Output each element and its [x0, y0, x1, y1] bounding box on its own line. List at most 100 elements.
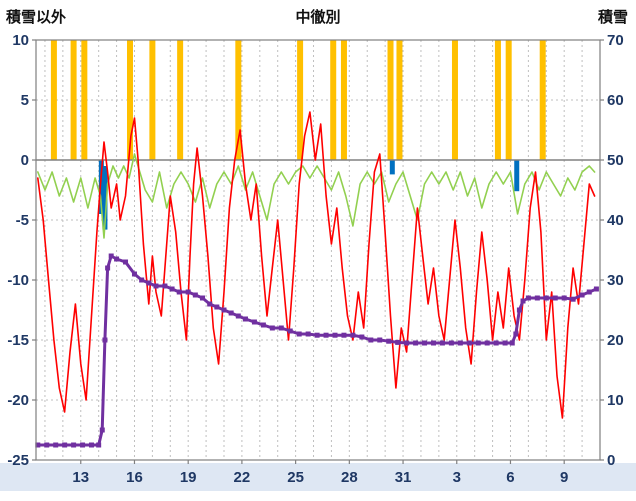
snow-depth-marker: [493, 340, 499, 346]
snow-depth-marker: [368, 337, 374, 343]
left-tick-label: 5: [21, 92, 29, 109]
snow-depth-marker: [192, 292, 198, 298]
precip-bar: [98, 160, 104, 214]
left-tick-label: 10: [12, 32, 29, 49]
snow-depth-marker: [395, 339, 401, 345]
snow-depth-marker: [543, 295, 549, 301]
x-tick-label: 9: [560, 469, 568, 486]
x-tick-label: 16: [126, 469, 143, 486]
snow-depth-marker: [251, 319, 257, 325]
snow-depth-marker: [269, 325, 275, 331]
precip-bar: [389, 160, 395, 175]
snow-depth-marker: [520, 298, 526, 304]
left-tick-label: -5: [16, 212, 29, 229]
snow-depth-marker: [509, 340, 515, 346]
x-tick-label: 6: [506, 469, 514, 486]
snow-depth-marker: [350, 332, 356, 338]
left-tick-label: -25: [7, 452, 29, 469]
snow-depth-marker: [200, 295, 206, 301]
x-tick-label: 13: [72, 469, 89, 486]
right-tick-label: 20: [607, 332, 624, 349]
snow-depth-marker: [475, 340, 481, 346]
right-tick-label: 70: [607, 32, 624, 49]
snow-depth-marker: [305, 331, 311, 337]
sunshine-bar: [330, 40, 337, 160]
snow-depth-marker: [123, 259, 129, 265]
right-tick-label: 40: [607, 212, 624, 229]
x-tick-label: 28: [341, 469, 358, 486]
snow-depth-marker: [439, 340, 445, 346]
snow-depth-marker: [176, 289, 182, 295]
x-tick-label: 22: [234, 469, 251, 486]
snow-depth-marker: [422, 340, 428, 346]
snow-depth-marker: [44, 442, 50, 448]
snow-depth-marker: [162, 283, 168, 289]
snow-depth-marker: [341, 332, 347, 338]
snow-depth-marker: [377, 337, 383, 343]
snow-depth-marker: [146, 280, 152, 286]
snow-depth-marker: [62, 442, 68, 448]
snow-depth-marker: [323, 332, 329, 338]
sunshine-bar: [297, 40, 304, 160]
snow-depth-marker: [102, 337, 108, 343]
plot-border: [35, 39, 601, 461]
precip-bar: [514, 160, 520, 192]
snow-depth-marker: [448, 340, 454, 346]
snow-depth-marker: [579, 292, 585, 298]
sunshine-bar: [494, 40, 501, 160]
x-tick-label: 25: [287, 469, 304, 486]
snow-depth-marker: [561, 295, 567, 301]
snow-depth-marker: [570, 296, 576, 302]
left-tick-label: -10: [7, 272, 29, 289]
snow-depth-marker: [228, 310, 234, 316]
snow-depth-marker: [242, 316, 248, 322]
snow-depth-marker: [484, 340, 490, 346]
snow-depth-marker: [359, 334, 365, 340]
snow-depth-marker: [525, 295, 531, 301]
snow-depth-marker: [386, 338, 392, 344]
snow-depth-marker: [404, 340, 410, 346]
snow-depth-marker: [207, 301, 213, 307]
snow-depth-marker: [105, 265, 111, 271]
sunshine-bar: [149, 40, 156, 160]
snow-depth-marker: [139, 277, 145, 283]
snow-depth-marker: [153, 283, 159, 289]
snow-depth-marker: [314, 332, 320, 338]
sunshine-bar: [81, 40, 88, 160]
snow-depth-line: [36, 254, 598, 447]
right-tick-label: 10: [607, 392, 624, 409]
snow-depth-marker: [332, 332, 338, 338]
right-axis-title: 積雪: [597, 9, 628, 26]
sunshine-bar: [505, 40, 512, 160]
snow-depth-marker: [214, 304, 220, 310]
snow-depth-marker: [430, 340, 436, 346]
snow-depth-marker: [169, 286, 175, 292]
precip-bar: [102, 166, 108, 230]
sunshine-bar: [235, 40, 242, 160]
snow-depth-marker: [593, 286, 599, 292]
right-tick-label: 0: [607, 452, 615, 469]
snow-depth-marker: [96, 442, 102, 448]
snow-depth-marker: [278, 325, 284, 331]
sunshine-bar: [451, 40, 458, 160]
snow-depth-marker: [287, 328, 293, 334]
sunshine-bar: [387, 40, 394, 160]
sunshine-bar: [127, 40, 133, 160]
right-tick-label: 50: [607, 152, 624, 169]
x-label-band: [0, 463, 636, 491]
x-tick-label: 31: [395, 469, 412, 486]
left-tick-label: -15: [7, 332, 29, 349]
left-tick-label: 0: [21, 152, 29, 169]
snow-depth-marker: [534, 295, 540, 301]
sunshine-bar: [340, 40, 347, 160]
snow-depth-marker: [516, 307, 522, 313]
snow-depth-marker: [114, 256, 120, 262]
x-tick-label: 3: [453, 469, 461, 486]
sunshine-bar: [396, 40, 403, 160]
snow-depth-marker: [502, 340, 508, 346]
snow-depth-marker: [89, 442, 95, 448]
x-tick-label: 19: [180, 469, 197, 486]
chart-title: 中徹別: [295, 9, 341, 26]
